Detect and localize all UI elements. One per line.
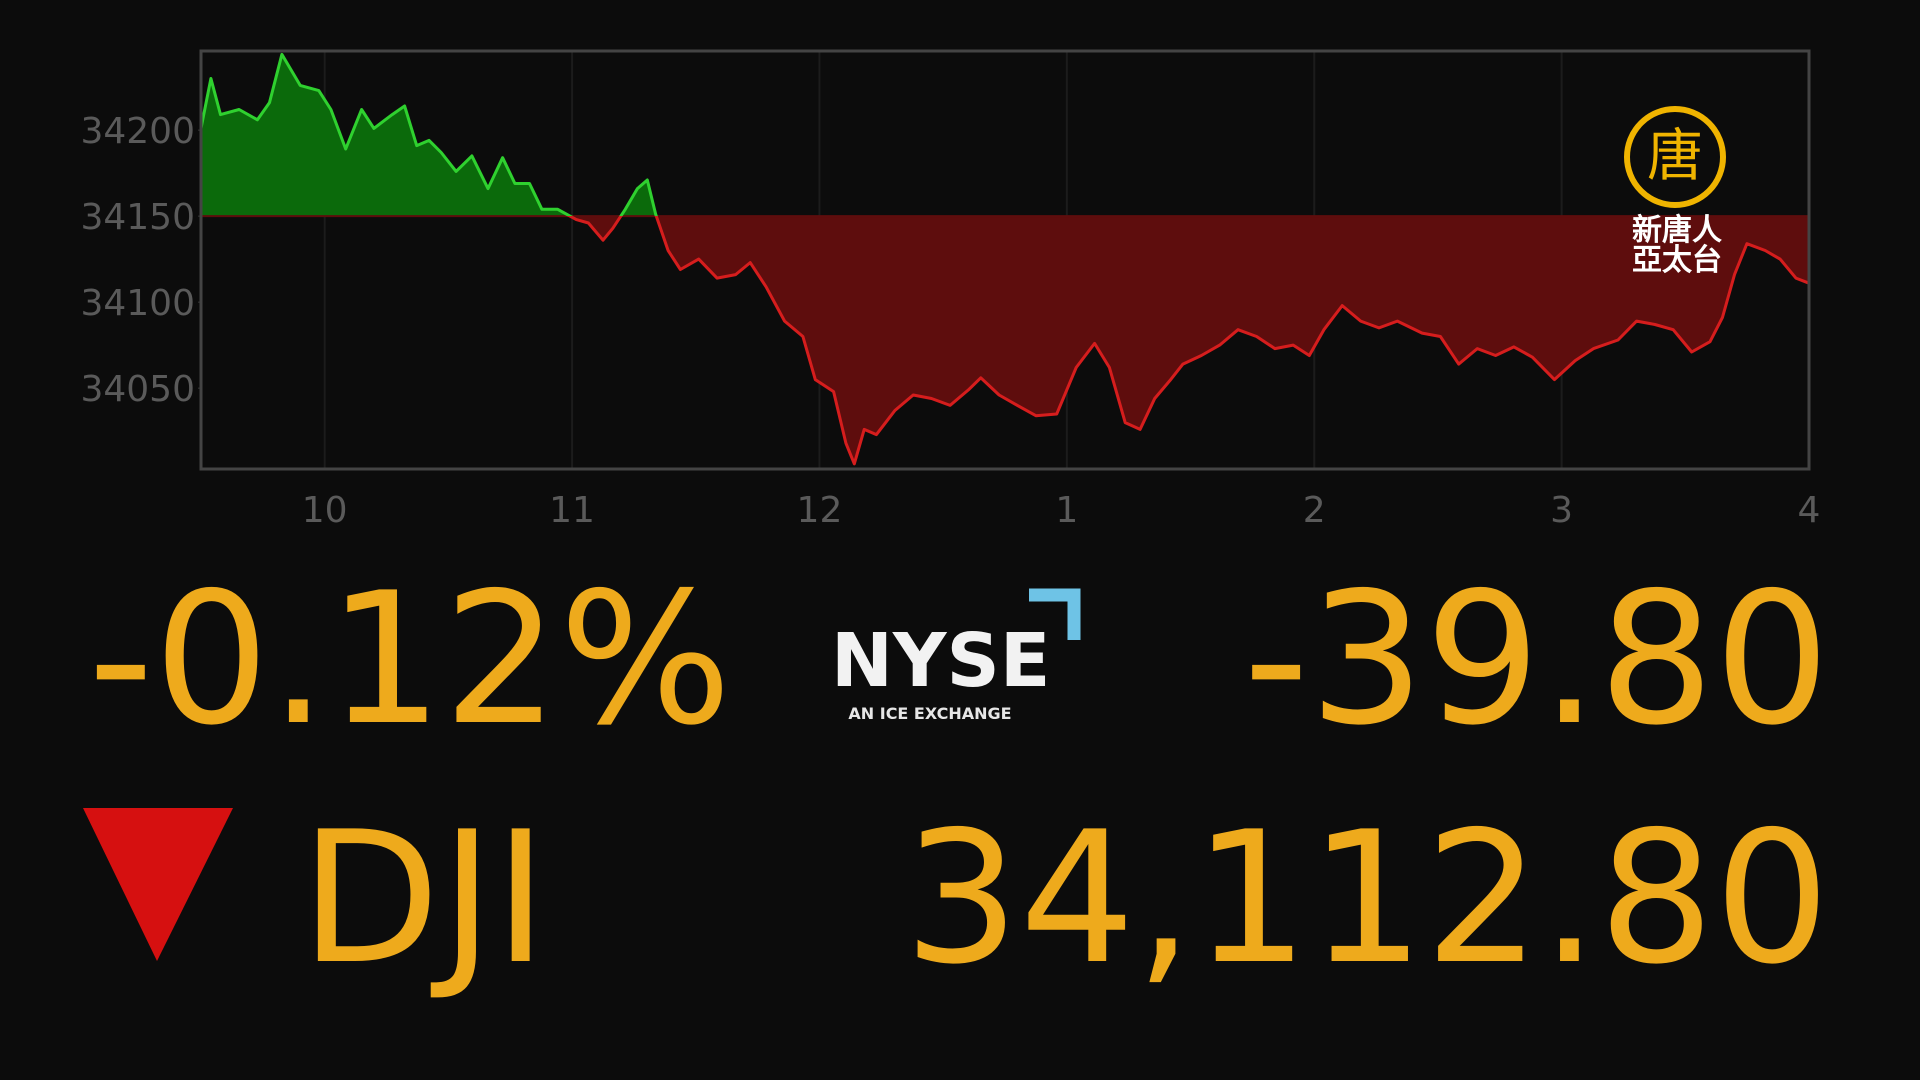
price-line [199,52,1810,466]
x-tick-label: 11 [549,490,595,531]
y-tick-label: 34150 [80,197,195,238]
exchange-bracket [1029,588,1081,640]
plot-frame [199,49,1811,471]
watermark-line: 亞太台 [1632,243,1722,278]
watermark-line: 新唐人 [1632,213,1722,248]
y-tick-label: 34200 [80,111,195,152]
price: 34,112.80 [904,792,1830,1004]
y-tick-label: 34100 [80,283,195,324]
symbol: DJI [300,792,548,1004]
exchange-name: NYSE [831,618,1050,704]
percent-change: -0.12% [88,553,732,765]
x-tick-label: 3 [1550,490,1573,531]
x-tick-label: 4 [1798,490,1821,531]
y-tick-label: 34050 [80,369,195,410]
exchange-tagline: AN ICE EXCHANGE [848,704,1011,723]
x-tick-label: 1 [1055,490,1078,531]
emblem-ring [1624,106,1726,208]
x-tick-label: 10 [302,490,348,531]
x-tick-label: 2 [1303,490,1326,531]
area-fill [201,54,1809,464]
x-tick-label: 12 [797,490,843,531]
emblem: 唐 [1647,124,1703,189]
down-arrow [83,808,233,961]
point-change: -39.80 [1243,553,1830,765]
